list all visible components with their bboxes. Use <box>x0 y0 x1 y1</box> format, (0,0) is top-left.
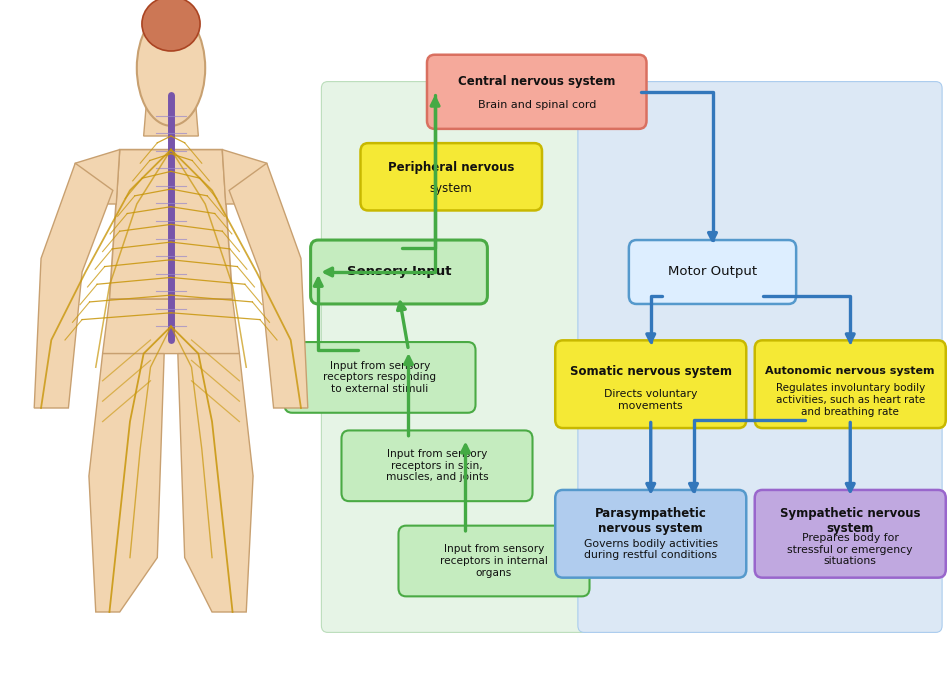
Text: Parasympathetic
nervous system: Parasympathetic nervous system <box>595 507 707 535</box>
Text: Autonomic nervous system: Autonomic nervous system <box>766 367 935 376</box>
FancyBboxPatch shape <box>398 526 590 596</box>
Ellipse shape <box>137 10 205 126</box>
FancyBboxPatch shape <box>341 430 533 501</box>
Polygon shape <box>109 150 233 299</box>
FancyBboxPatch shape <box>578 82 942 632</box>
FancyBboxPatch shape <box>555 490 747 578</box>
Polygon shape <box>103 299 239 354</box>
FancyBboxPatch shape <box>427 55 647 129</box>
Text: Peripheral nervous: Peripheral nervous <box>388 161 515 174</box>
Ellipse shape <box>142 0 200 51</box>
Text: Input from sensory
receptors in internal
organs: Input from sensory receptors in internal… <box>440 545 548 577</box>
Polygon shape <box>229 163 308 408</box>
Text: Directs voluntary
movements: Directs voluntary movements <box>604 389 697 411</box>
Polygon shape <box>75 150 120 204</box>
Polygon shape <box>222 150 267 204</box>
Text: Sympathetic nervous
system: Sympathetic nervous system <box>780 507 921 535</box>
Polygon shape <box>34 163 113 408</box>
Polygon shape <box>89 354 164 612</box>
FancyBboxPatch shape <box>321 82 591 632</box>
Text: Regulates involuntary bodily
activities, such as heart rate
and breathing rate: Regulates involuntary bodily activities,… <box>775 384 925 417</box>
Text: Prepares body for
stressful or emergency
situations: Prepares body for stressful or emergency… <box>788 533 913 566</box>
Text: Somatic nervous system: Somatic nervous system <box>570 365 732 378</box>
FancyBboxPatch shape <box>754 490 946 578</box>
Polygon shape <box>178 354 253 612</box>
FancyBboxPatch shape <box>311 240 487 304</box>
Text: Input from sensory
receptors in skin,
muscles, and joints: Input from sensory receptors in skin, mu… <box>386 449 488 482</box>
Text: Sensory Input: Sensory Input <box>347 265 451 279</box>
Text: Input from sensory
receptors responding
to external stimuli: Input from sensory receptors responding … <box>323 361 437 394</box>
FancyBboxPatch shape <box>754 340 946 428</box>
Text: system: system <box>429 182 472 194</box>
FancyBboxPatch shape <box>629 240 796 304</box>
FancyBboxPatch shape <box>360 143 542 211</box>
Text: Motor Output: Motor Output <box>668 265 757 279</box>
FancyBboxPatch shape <box>555 340 747 428</box>
Text: Governs bodily activities
during restful conditions: Governs bodily activities during restful… <box>583 539 718 560</box>
Text: Brain and spinal cord: Brain and spinal cord <box>478 99 596 109</box>
Text: Central nervous system: Central nervous system <box>458 75 616 88</box>
FancyBboxPatch shape <box>284 342 476 413</box>
Polygon shape <box>143 95 199 136</box>
